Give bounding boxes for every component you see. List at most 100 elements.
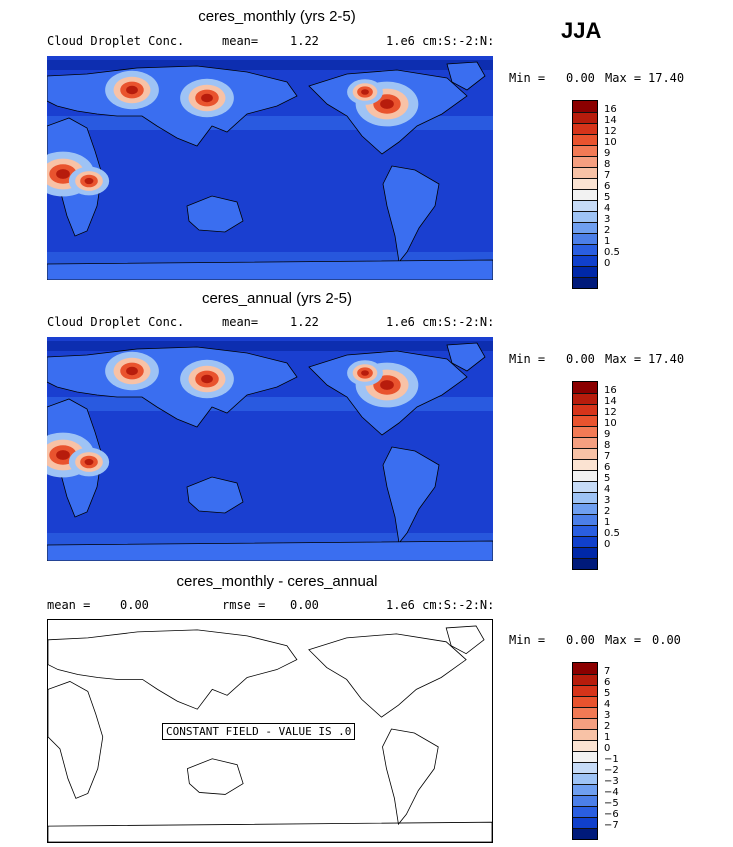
colorbar-segment xyxy=(573,459,597,470)
colorbar-tick-label: −4 xyxy=(604,787,619,798)
concentration-hotspot xyxy=(84,177,94,185)
colorbar-tick-label: 8 xyxy=(604,159,611,170)
panel-2-min-value: 0.00 xyxy=(566,352,595,366)
colorbar-segment xyxy=(573,277,597,288)
panel-3-max-value: 0.00 xyxy=(652,633,681,647)
colorbar-segment xyxy=(573,437,597,448)
colorbar-segment xyxy=(573,101,597,112)
panel-2-max-value: 17.40 xyxy=(648,352,685,366)
colorbar-tick-label: 7 xyxy=(604,170,611,181)
panel-1-variable: Cloud Droplet Conc. xyxy=(47,34,185,48)
colorbar-tick-label: 14 xyxy=(604,396,617,407)
colorbar-tick-label: 12 xyxy=(604,407,617,418)
colorbar-tick-label: 6 xyxy=(604,181,611,192)
colorbar-tick-label: 9 xyxy=(604,148,611,159)
concentration-hotspot xyxy=(126,85,138,95)
colorbar-tick-label: −1 xyxy=(604,754,619,765)
colorbar-tick-label: 4 xyxy=(604,203,611,214)
colorbar-segment xyxy=(573,112,597,123)
colorbar-tick-label: 4 xyxy=(604,699,611,710)
colorbar-segment xyxy=(573,145,597,156)
colorbar-segment xyxy=(573,156,597,167)
colorbar-tick-label: 2 xyxy=(604,721,611,732)
panel-3-rmse-value: 0.00 xyxy=(290,598,319,612)
colorbar-tick-label: 10 xyxy=(604,418,617,429)
panel-2-map xyxy=(47,337,493,561)
continent-outline xyxy=(308,633,467,718)
colorbar-tick-label: 3 xyxy=(604,495,611,506)
colorbar-segment xyxy=(573,828,597,839)
colorbar-segment xyxy=(573,123,597,134)
colorbar-segment xyxy=(573,503,597,514)
colorbar-tick-label: 0 xyxy=(604,539,611,550)
colorbar-segment xyxy=(573,740,597,751)
colorbar-tick-label: 14 xyxy=(604,115,617,126)
colorbar-tick-label: 0 xyxy=(604,743,611,754)
colorbar-tick-label: 6 xyxy=(604,677,611,688)
colorbar-tick-label: 0.5 xyxy=(604,528,620,539)
continent-outline xyxy=(47,540,493,561)
concentration-hotspot xyxy=(56,450,70,460)
colorbar-segment xyxy=(573,200,597,211)
colorbar-tick-label: 1 xyxy=(604,517,611,528)
panel-3-min-label: Min = xyxy=(509,633,546,647)
colorbar-segment xyxy=(573,448,597,459)
colorbar-segment xyxy=(573,415,597,426)
colorbar-tick-label: 4 xyxy=(604,484,611,495)
continent-outline xyxy=(186,476,244,514)
panel-2-variable: Cloud Droplet Conc. xyxy=(47,315,185,329)
colorbar-segment xyxy=(573,762,597,773)
colorbar-tick-label: 1 xyxy=(604,732,611,743)
panel-1-min-label: Min = xyxy=(509,71,546,85)
colorbar-segment xyxy=(573,178,597,189)
continent-outline xyxy=(446,61,486,91)
colorbar-tick-label: 7 xyxy=(604,451,611,462)
colorbar-segment xyxy=(573,134,597,145)
panel-2-colorbar xyxy=(572,381,598,570)
panel-2-min-label: Min = xyxy=(509,352,546,366)
colorbar-tick-label: −2 xyxy=(604,765,619,776)
panel-2-mean-value: 1.22 xyxy=(290,315,319,329)
continent-outline xyxy=(186,195,244,233)
colorbar-tick-label: 6 xyxy=(604,462,611,473)
colorbar-segment xyxy=(573,696,597,707)
panel-3-max-label: Max = xyxy=(605,633,642,647)
panel-2-max-label: Max = xyxy=(605,352,642,366)
colorbar-segment xyxy=(573,525,597,536)
panel-3-mean-value: 0.00 xyxy=(120,598,149,612)
constant-field-label: CONSTANT FIELD - VALUE IS .0 xyxy=(162,723,356,740)
concentration-hotspot xyxy=(380,99,394,109)
panel-3-min-value: 0.00 xyxy=(566,633,595,647)
panel-1-map xyxy=(47,56,493,280)
colorbar-tick-label: −7 xyxy=(604,820,619,831)
contour-band xyxy=(47,60,493,70)
contour-band xyxy=(47,341,493,351)
colorbar-tick-label: 16 xyxy=(604,385,617,396)
colorbar-tick-label: 5 xyxy=(604,688,611,699)
colorbar-segment xyxy=(573,817,597,828)
colorbar-segment xyxy=(573,558,597,569)
concentration-hotspot xyxy=(56,169,70,179)
panel-3-title: ceres_monthly - ceres_annual xyxy=(176,573,378,590)
colorbar-segment xyxy=(573,751,597,762)
colorbar-segment xyxy=(573,773,597,784)
panel-1-colorbar xyxy=(572,100,598,289)
panel-2-mean-label: mean= xyxy=(222,315,259,329)
panel-1-min-value: 0.00 xyxy=(566,71,595,85)
concentration-hotspot xyxy=(84,458,94,466)
colorbar-segment xyxy=(573,167,597,178)
colorbar-segment xyxy=(573,663,597,674)
colorbar-tick-label: 9 xyxy=(604,429,611,440)
colorbar-segment xyxy=(573,795,597,806)
colorbar-segment xyxy=(573,244,597,255)
panel-3-units: 1.e6 cm:S:-2:N: xyxy=(386,598,495,612)
season-label: JJA xyxy=(561,18,602,43)
panel-1-max-label: Max = xyxy=(605,71,642,85)
colorbar-segment xyxy=(573,674,597,685)
colorbar-tick-label: 5 xyxy=(604,473,611,484)
colorbar-segment xyxy=(573,718,597,729)
colorbar-tick-label: 1 xyxy=(604,236,611,247)
concentration-hotspot xyxy=(126,366,138,376)
colorbar-tick-label: 0.5 xyxy=(604,247,620,258)
colorbar-segment xyxy=(573,189,597,200)
